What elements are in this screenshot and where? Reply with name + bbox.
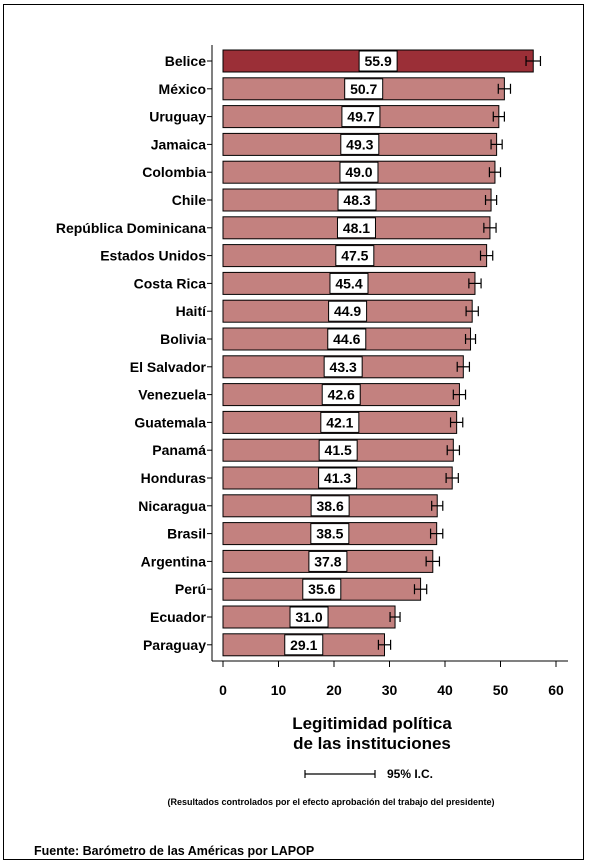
data-label-box: [302, 578, 342, 600]
category-label: Belice: [165, 53, 206, 69]
data-label: 41.3: [324, 470, 351, 486]
data-label: 43.3: [330, 359, 357, 375]
category-label: Costa Rica: [134, 275, 207, 291]
legend-label: 95% I.C.: [387, 767, 433, 781]
category-label: Honduras: [141, 470, 207, 486]
chart-frame: [3, 4, 584, 860]
category-label: Haití: [176, 303, 207, 319]
category-label: Jamaica: [151, 136, 206, 152]
data-label: 45.4: [335, 275, 362, 291]
data-label: 35.6: [308, 581, 335, 597]
x-tick-label: 40: [437, 682, 453, 698]
category-label: México: [159, 81, 206, 97]
chart-source: Fuente: Barómetro de las Américas por LA…: [34, 844, 314, 858]
category-label: República Dominicana: [56, 220, 206, 236]
data-label: 41.5: [325, 442, 352, 458]
category-label: Venezuela: [138, 387, 206, 403]
data-label-box: [320, 411, 360, 433]
x-tick-label: 0: [219, 682, 227, 698]
data-label-box: [335, 245, 375, 267]
data-label-box: [341, 106, 381, 128]
data-label-box: [328, 300, 368, 322]
category-label: Bolivia: [160, 331, 206, 347]
legend: 95% I.C.: [304, 767, 433, 781]
data-label-box: [310, 523, 350, 545]
data-label-box: [339, 161, 379, 183]
data-label: 47.5: [341, 248, 368, 264]
data-label-box: [308, 550, 348, 572]
data-label-box: [321, 384, 361, 406]
category-label: Nicaragua: [138, 498, 206, 514]
chart-note: (Resultados controlados por el efecto ap…: [167, 797, 494, 807]
data-label: 49.0: [345, 164, 372, 180]
data-label-box: [358, 50, 398, 72]
data-label: 55.9: [364, 53, 391, 69]
data-labels: 55.9 50.7 49.7 49.3 49.0 48.3 48.1 47.5 45.4 44.9…: [284, 50, 398, 656]
data-label: 48.3: [343, 192, 370, 208]
data-label: 44.6: [333, 331, 360, 347]
data-label: 42.1: [326, 414, 353, 430]
data-label-box: [329, 272, 369, 294]
category-label: Argentina: [141, 553, 207, 569]
x-tick-label: 20: [326, 682, 342, 698]
x-tick-label: 50: [493, 682, 509, 698]
category-label: Uruguay: [149, 109, 206, 125]
category-label: Ecuador: [150, 609, 207, 625]
category-label: Colombia: [142, 164, 206, 180]
error-bars: [377, 56, 542, 650]
data-label: 42.6: [328, 387, 355, 403]
data-label-box: [323, 356, 363, 378]
data-label: 38.6: [316, 498, 343, 514]
category-label: Brasil: [167, 526, 206, 542]
category-labels: Belice México Uruguay Jamaica Colombia Chile R…: [56, 53, 212, 653]
data-label: 49.7: [347, 109, 374, 125]
x-tick-label: 30: [382, 682, 398, 698]
data-label-box: [310, 495, 350, 517]
data-label: 38.5: [316, 526, 343, 542]
data-label-box: [289, 606, 329, 628]
data-label-box: [337, 189, 377, 211]
category-label: Estados Unidos: [100, 248, 206, 264]
data-label-box: [340, 133, 380, 155]
data-label: 37.8: [314, 553, 341, 569]
data-label: 48.1: [343, 220, 370, 236]
data-label: 44.9: [334, 303, 361, 319]
x-axis-title-line2: de las instituciones: [293, 734, 451, 753]
category-label: Paraguay: [143, 637, 206, 653]
data-label-box: [284, 634, 324, 656]
category-label: Perú: [175, 581, 206, 597]
category-label: Chile: [172, 192, 206, 208]
data-label-box: [344, 78, 384, 100]
x-ticks: 0 10 20 30 40 50 60: [219, 661, 564, 698]
data-label: 29.1: [290, 637, 317, 653]
data-label-box: [318, 467, 358, 489]
category-label: El Salvador: [130, 359, 207, 375]
data-label-box: [327, 328, 367, 350]
category-label: Panamá: [152, 442, 206, 458]
x-tick-label: 10: [271, 682, 287, 698]
x-tick-label: 60: [548, 682, 564, 698]
x-axis-title-line1: Legitimidad política: [292, 714, 452, 733]
data-label: 50.7: [350, 81, 377, 97]
category-label: Guatemala: [134, 414, 206, 430]
data-label: 49.3: [346, 136, 373, 152]
data-label-box: [336, 217, 376, 239]
data-label-box: [318, 439, 358, 461]
data-label: 31.0: [295, 609, 322, 625]
